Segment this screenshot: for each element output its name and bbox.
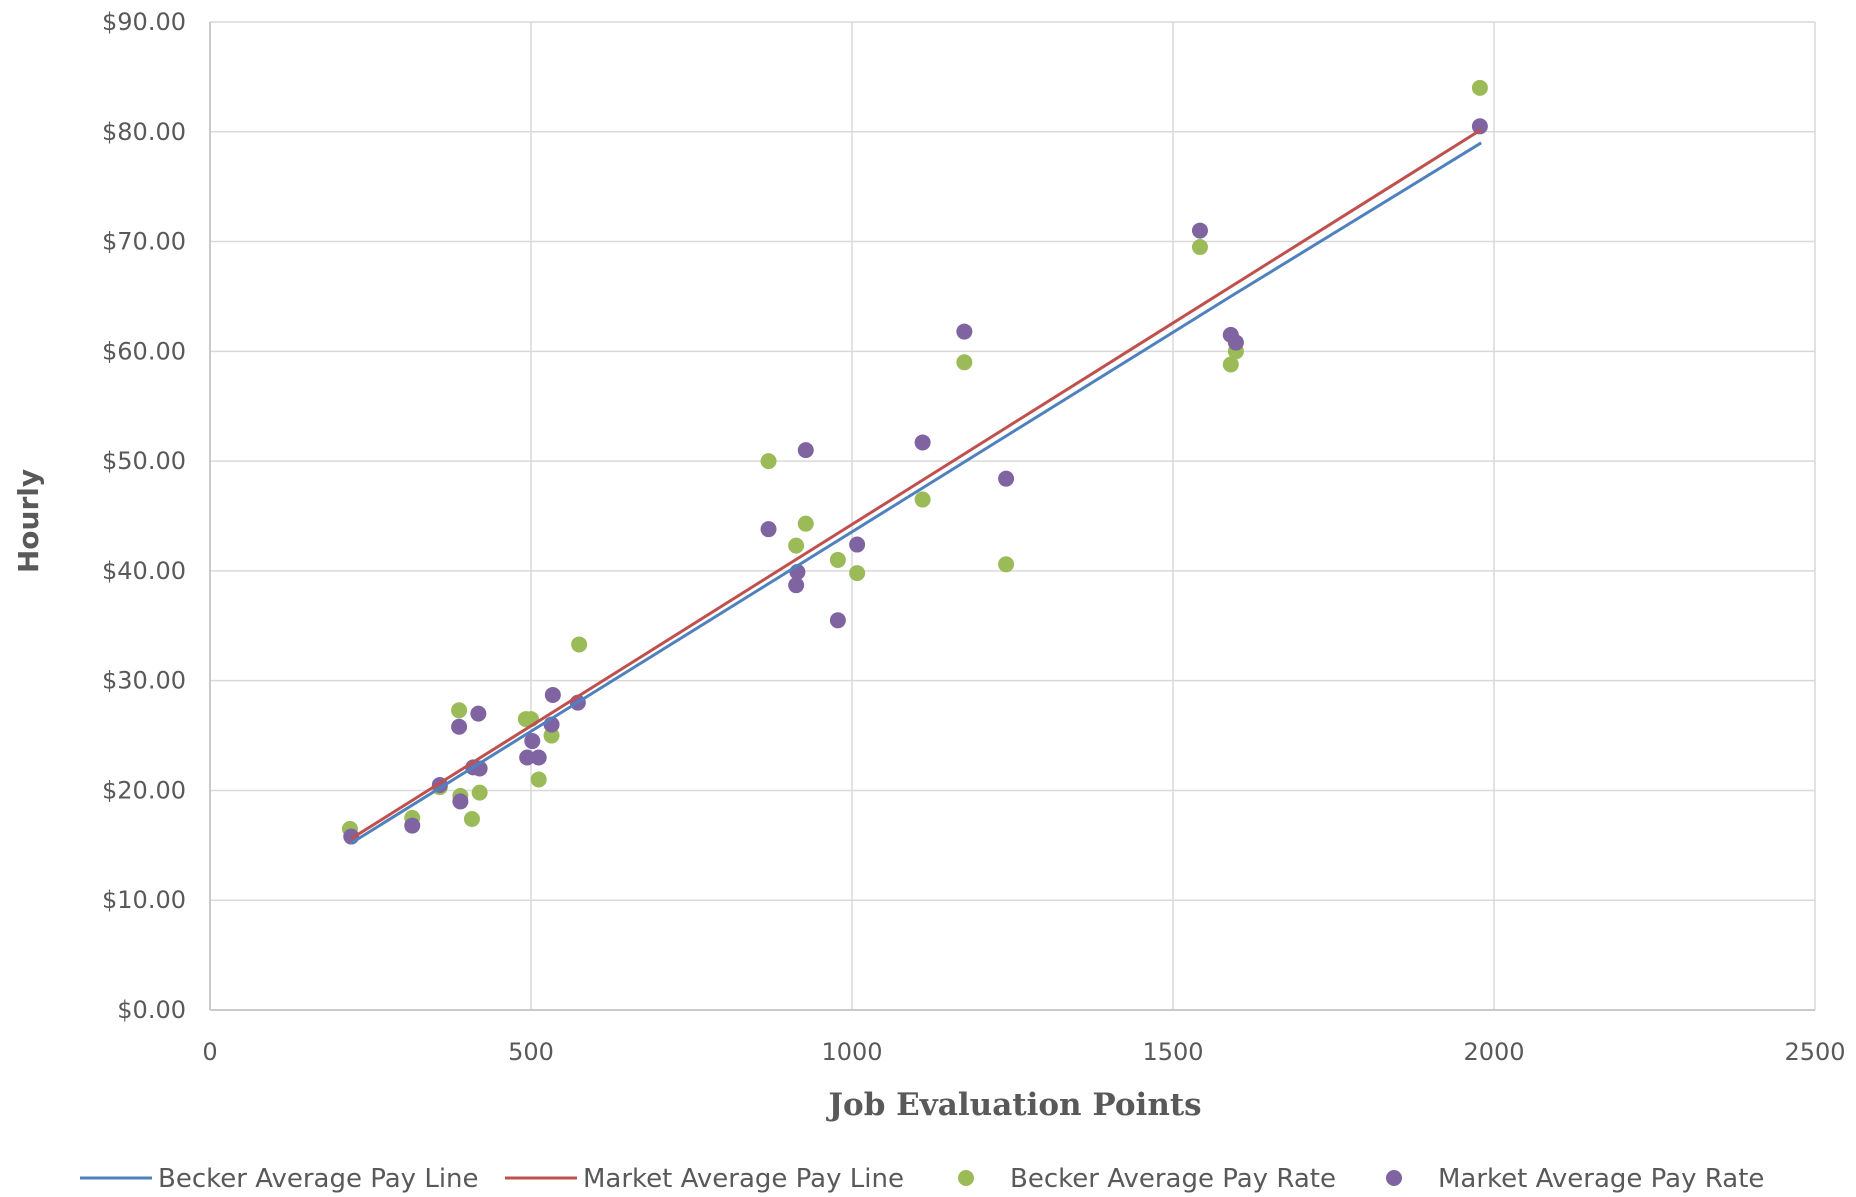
- x-tick-label: 1500: [1142, 1038, 1203, 1066]
- becker-average-pay-rate-point: [571, 636, 588, 653]
- market-average-pay-rate-point: [956, 323, 973, 340]
- legend-swatch: [1386, 1170, 1402, 1186]
- market-average-pay-line: [350, 128, 1482, 840]
- axes: [209, 22, 1815, 1011]
- legend-label: Becker Average Pay Rate: [1010, 1164, 1336, 1194]
- x-tick-label: 500: [508, 1038, 554, 1066]
- becker-average-pay-rate-point: [788, 537, 805, 554]
- market-average-pay-rate-point: [519, 749, 536, 766]
- becker-average-pay-rate-point: [849, 565, 866, 582]
- market-average-pay-rate-point: [404, 817, 421, 834]
- market-average-pay-rate-point: [760, 521, 777, 538]
- market-average-pay-rate-point: [1227, 334, 1244, 351]
- y-tick-label: $0.00: [117, 996, 186, 1024]
- data-points: [341, 79, 1488, 845]
- legend-item-market-average-pay-line: Market Average Pay Line: [505, 1164, 904, 1194]
- market-average-pay-rate-point: [530, 749, 547, 766]
- y-tick-label: $60.00: [102, 337, 186, 365]
- becker-average-pay-rate-point: [797, 515, 814, 532]
- trend-lines: [350, 128, 1482, 845]
- becker-average-pay-rate-point: [829, 551, 846, 568]
- becker-average-pay-rate-point: [451, 702, 468, 719]
- legend-item-becker-average-pay-rate: Becker Average Pay Rate: [958, 1164, 1336, 1194]
- market-average-pay-rate-point: [470, 705, 487, 722]
- becker-average-pay-rate-point: [1191, 239, 1208, 256]
- becker-average-pay-rate-point: [463, 810, 480, 827]
- market-average-pay-rate-point: [914, 434, 931, 451]
- market-average-pay-rate-point: [788, 577, 805, 594]
- legend-label: Market Average Pay Rate: [1438, 1164, 1764, 1194]
- y-tick-label: $90.00: [102, 8, 186, 36]
- y-tick-label: $80.00: [102, 118, 186, 146]
- becker-average-pay-line: [350, 141, 1482, 845]
- market-average-pay-rate-point: [849, 536, 866, 553]
- market-average-pay-rate-point: [452, 793, 469, 810]
- tick-labels: $0.00 $10.00 $20.00 $30.00 $40.00 $50.00 $60.0…: [102, 8, 1846, 1066]
- becker-average-pay-rate-point: [543, 727, 560, 744]
- becker-average-pay-rate-point: [471, 784, 488, 801]
- legend-item-becker-average-pay-line: Becker Average Pay Line: [80, 1164, 479, 1194]
- legend-label: Market Average Pay Line: [583, 1164, 904, 1194]
- x-tick-label: 2500: [1784, 1038, 1845, 1066]
- becker-average-pay-rate-point: [956, 354, 973, 371]
- y-tick-label: $50.00: [102, 447, 186, 475]
- becker-average-pay-rate-point: [1222, 356, 1239, 373]
- x-tick-label: 1000: [821, 1038, 882, 1066]
- x-tick-label: 0: [202, 1038, 217, 1066]
- becker-average-pay-rate-point: [914, 491, 931, 508]
- becker-average-pay-rate-point: [760, 453, 777, 470]
- y-tick-label: $70.00: [102, 228, 186, 256]
- legend-swatch: [958, 1170, 974, 1186]
- market-average-pay-rate-point: [451, 718, 468, 735]
- y-tick-label: $20.00: [102, 776, 186, 804]
- legend-label: Becker Average Pay Line: [158, 1164, 479, 1194]
- market-average-pay-rate-point: [544, 686, 561, 703]
- market-average-pay-rate-point: [797, 442, 814, 459]
- market-average-pay-rate-point: [1191, 222, 1208, 239]
- y-tick-label: $10.00: [102, 886, 186, 914]
- market-average-pay-rate-point: [829, 612, 846, 629]
- y-tick-label: $30.00: [102, 667, 186, 695]
- market-average-pay-rate-point: [1471, 118, 1488, 135]
- legend-item-market-average-pay-rate: Market Average Pay Rate: [1386, 1164, 1764, 1194]
- legend: Becker Average Pay Line Market Average Pa…: [80, 1164, 1764, 1194]
- becker-average-pay-rate-point: [998, 556, 1015, 573]
- market-average-pay-rate-point: [998, 470, 1015, 487]
- market-average-pay-rate-point: [524, 733, 541, 750]
- becker-average-pay-rate-point: [530, 771, 547, 788]
- y-axis-title: Hourly: [12, 469, 45, 573]
- x-axis-title: Job Evaluation Points: [825, 1087, 1201, 1123]
- y-tick-label: $40.00: [102, 557, 186, 585]
- becker-average-pay-rate-point: [1471, 79, 1488, 96]
- x-tick-label: 2000: [1463, 1038, 1524, 1066]
